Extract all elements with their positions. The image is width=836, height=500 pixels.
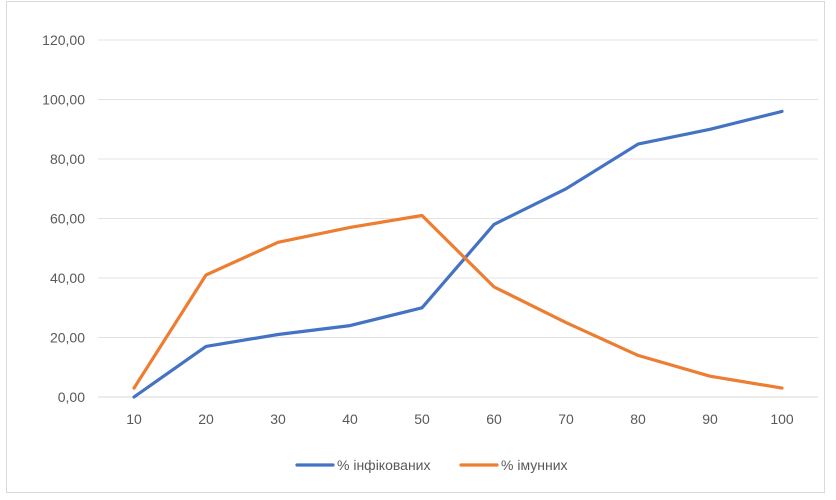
y-tick-label: 120,00 xyxy=(42,32,85,48)
legend: % інфікованих % імунних xyxy=(295,457,568,473)
grid-lines xyxy=(98,39,818,398)
x-tick-label: 100 xyxy=(770,411,794,427)
y-axis-tick-labels: 0,00 20,00 40,00 60,00 80,00 100,00 120,00 xyxy=(42,32,85,405)
series-line-1 xyxy=(132,213,784,390)
y-tick-label: 60,00 xyxy=(50,211,85,227)
x-tick-label: 20 xyxy=(198,411,214,427)
x-tick-label: 40 xyxy=(342,411,358,427)
legend-label-1: % імунних xyxy=(501,457,568,473)
chart-frame xyxy=(6,1,825,493)
x-tick-label: 80 xyxy=(630,411,646,427)
x-axis-tick-labels: 10 20 30 40 50 60 70 80 90 100 xyxy=(126,411,794,427)
y-tick-label: 80,00 xyxy=(50,151,85,167)
series-line-0 xyxy=(132,109,784,399)
x-tick-label: 60 xyxy=(486,411,502,427)
y-tick-label: 20,00 xyxy=(50,330,85,346)
legend-label-0: % інфікованих xyxy=(337,457,431,473)
x-tick-label: 50 xyxy=(414,411,430,427)
x-tick-label: 10 xyxy=(126,411,142,427)
x-tick-label: 90 xyxy=(702,411,718,427)
y-tick-label: 40,00 xyxy=(50,270,85,286)
series-lines xyxy=(132,109,784,399)
y-tick-label: 100,00 xyxy=(42,92,85,108)
y-tick-label: 0,00 xyxy=(58,389,85,405)
x-tick-label: 70 xyxy=(558,411,574,427)
x-tick-label: 30 xyxy=(270,411,286,427)
